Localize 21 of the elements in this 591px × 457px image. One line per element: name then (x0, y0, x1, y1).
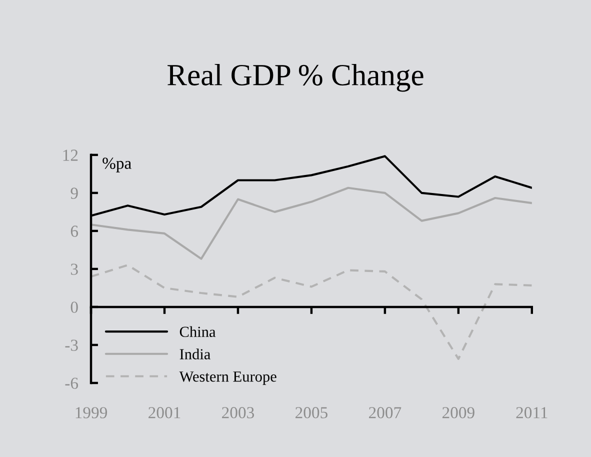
legend-label: India (180, 348, 210, 360)
line-series (91, 186, 532, 260)
x-tick-label: 2011 (516, 407, 548, 418)
x-tick-label: 2005 (296, 407, 328, 418)
y-tick-label: 12 (63, 150, 78, 161)
y-tick-label: 6 (70, 226, 78, 237)
y-tick-label: 0 (70, 302, 78, 313)
x-tick-label: 2003 (222, 407, 254, 418)
y-tick-label: 3 (70, 264, 78, 275)
y-tick-label: -3 (65, 340, 78, 351)
y-axis-title: %pa (102, 158, 132, 172)
x-tick-label: 2009 (442, 407, 474, 418)
x-tick-label: 1999 (76, 407, 107, 418)
x-tick-label: 2007 (369, 407, 402, 418)
legend-label: China (180, 326, 216, 338)
x-tick-label: 2001 (148, 407, 180, 418)
legend-label: Western Europe (179, 372, 276, 385)
line-series (91, 264, 532, 360)
y-tick-label: 9 (70, 188, 78, 199)
chart-title: Real GDP % Change (168, 64, 424, 92)
y-tick-label: -6 (65, 378, 78, 389)
